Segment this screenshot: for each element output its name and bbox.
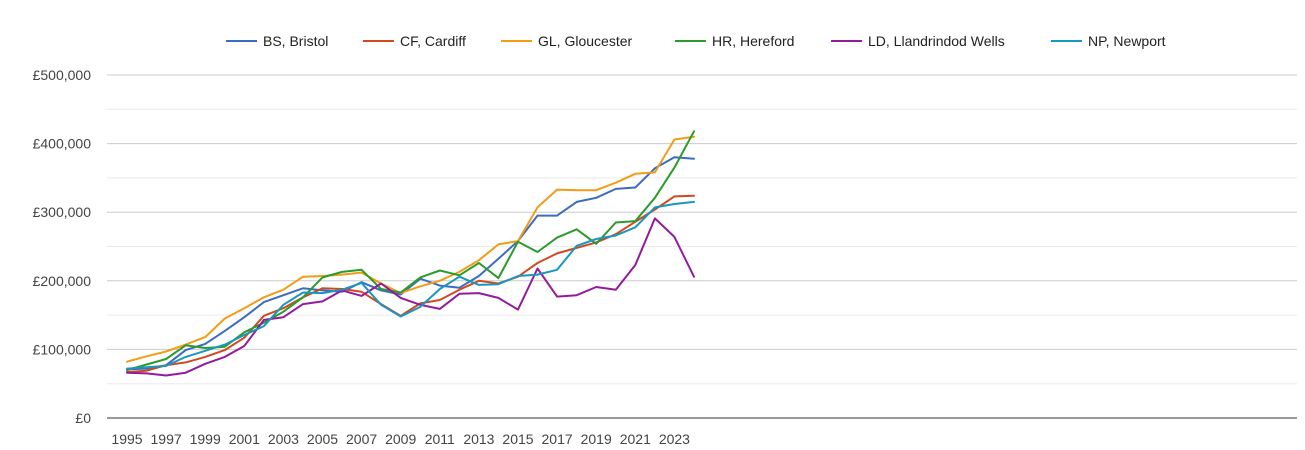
x-tick-label: 2003: [268, 431, 299, 447]
chart-series: [126, 130, 695, 377]
legend-item[interactable]: GL, Gloucester: [501, 33, 632, 49]
x-tick-label: 2001: [229, 431, 260, 447]
y-tick-label: £100,000: [33, 341, 92, 357]
x-tick-label: 1999: [190, 431, 221, 447]
x-tick-label: 2011: [425, 431, 455, 447]
legend-label: HR, Hereford: [712, 33, 794, 49]
x-tick-label: 2009: [385, 431, 416, 447]
legend-label: GL, Gloucester: [538, 33, 632, 49]
legend-item[interactable]: BS, Bristol: [226, 33, 328, 49]
x-tick-label: 2007: [346, 431, 377, 447]
x-tick-label: 2019: [581, 431, 612, 447]
legend-item[interactable]: HR, Hereford: [675, 33, 794, 49]
legend-item[interactable]: LD, Llandrindod Wells: [831, 33, 1005, 49]
y-tick-label: £500,000: [33, 67, 92, 83]
y-tick-label: £400,000: [33, 136, 92, 152]
legend-label: CF, Cardiff: [400, 33, 466, 49]
series-line-2: [126, 135, 695, 363]
series-line-4: [126, 217, 695, 377]
x-tick-label: 2015: [502, 431, 533, 447]
legend-label: LD, Llandrindod Wells: [868, 33, 1005, 49]
legend-label: NP, Newport: [1088, 33, 1166, 49]
x-tick-label: 1997: [151, 431, 182, 447]
x-tick-label: 1995: [111, 431, 142, 447]
y-tick-label: £300,000: [33, 204, 92, 220]
x-axis: 1995 1997 1999 2001 2003 2005 2007 2009 2011 2013…: [107, 417, 1297, 447]
y-tick-label: £200,000: [33, 273, 92, 289]
chart-legend: BS, Bristol CF, Cardiff GL, Gloucester HR, …: [226, 33, 1166, 49]
x-tick-label: 2023: [659, 431, 690, 447]
legend-item[interactable]: CF, Cardiff: [363, 33, 466, 49]
x-tick-label: 2017: [542, 431, 573, 447]
x-tick-label: 2013: [463, 431, 494, 447]
series-line-3: [126, 130, 695, 371]
legend-label: BS, Bristol: [263, 33, 328, 49]
series-line-0: [126, 156, 695, 371]
y-axis: £0 £100,000 £200,000 £300,000 £400,000 £500,0…: [33, 67, 92, 426]
chart-gridlines: [107, 74, 1297, 385]
y-tick-label: £0: [75, 410, 91, 426]
x-tick-label: 2021: [620, 431, 651, 447]
legend-item[interactable]: NP, Newport: [1051, 33, 1166, 49]
series-line-5: [126, 200, 695, 370]
x-tick-label: 2005: [307, 431, 338, 447]
